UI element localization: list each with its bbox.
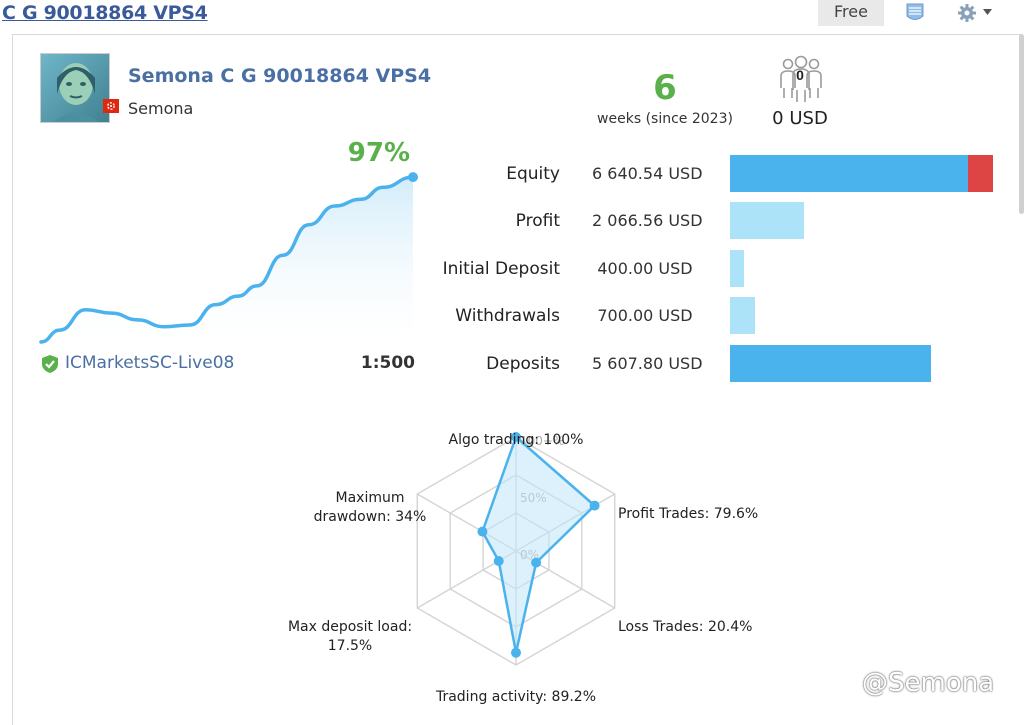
stat-value: 700.00 USD (597, 306, 693, 325)
stat-row-deposits: Deposits 5 607.80 USD (420, 344, 1020, 384)
radar-axis-label: 17.5% (328, 638, 372, 654)
free-button[interactable]: Free (818, 0, 884, 26)
country-flag-icon[interactable] (906, 3, 924, 23)
radar-axis-label: Profit Trades: 79.6% (618, 506, 758, 522)
radar-point[interactable] (511, 432, 521, 442)
growth-chart (39, 172, 418, 344)
radar-value-area (481, 435, 596, 654)
growth-area (41, 177, 413, 342)
radar-axis-label: drawdown: 34% (314, 509, 427, 525)
stat-bar[interactable] (730, 345, 931, 382)
stat-value: 6 640.54 USD (592, 164, 703, 183)
radar-axis-label: Algo trading: 100% (449, 432, 584, 448)
radar-point[interactable] (511, 647, 521, 658)
account-title[interactable]: Semona C G 90018864 VPS4 (128, 65, 432, 87)
radar-axis-label: Maximum (336, 490, 405, 506)
radar-axis-label: Max deposit load: (288, 619, 412, 635)
stat-row-equity: Equity 6 640.54 USD (420, 154, 1020, 194)
radar-point[interactable] (493, 555, 504, 566)
top-bar: C G 90018864 VPS4 Free (0, 0, 1024, 30)
chevron-down-icon[interactable] (983, 8, 992, 16)
avatar[interactable] (40, 53, 110, 123)
radar-chart: 100+%50%0%Algo trading: 100%Profit Trade… (288, 432, 758, 705)
account-owner[interactable]: Semona (128, 99, 194, 118)
watermark: @Semona (862, 668, 994, 698)
gear-icon[interactable] (957, 3, 977, 23)
radar-point[interactable] (589, 500, 600, 511)
stat-value: 400.00 USD (597, 259, 693, 278)
scrollbar-thumb[interactable] (1019, 34, 1024, 214)
leverage: 1:500 (360, 353, 415, 373)
subscribers-count: 0 (796, 67, 804, 83)
subscribers-usd: 0 USD (772, 108, 828, 129)
weeks-count: 6 (653, 68, 677, 108)
stat-bar-loss[interactable] (967, 155, 993, 192)
stat-bar[interactable] (730, 155, 968, 192)
watermark-text: @Semona (862, 668, 995, 698)
growth-line (39, 175, 415, 344)
growth-end-point[interactable] (408, 172, 418, 183)
hong-kong-flag-icon (103, 99, 119, 113)
radar-scale-label: 100+% (520, 434, 564, 448)
radar-axis-label: Loss Trades: 20.4% (618, 619, 752, 635)
stat-label: Withdrawals (455, 306, 560, 326)
signal-title-link[interactable]: C G 90018864 VPS4 (2, 2, 208, 24)
shield-check-icon (42, 355, 58, 373)
subscribers-icon (780, 55, 822, 102)
stat-label: Initial Deposit (442, 259, 560, 279)
stat-value: 5 607.80 USD (592, 354, 703, 373)
radar-axis-label: Trading activity: 89.2% (435, 689, 596, 705)
stat-bar[interactable] (730, 202, 805, 239)
stat-label: Deposits (486, 354, 560, 374)
radar-point[interactable] (531, 557, 542, 568)
stat-label: Profit (515, 211, 560, 231)
stat-label: Equity (506, 164, 560, 184)
stat-value: 2 066.56 USD (592, 211, 703, 230)
broker-server-link[interactable]: ICMarketsSC-Live08 (65, 353, 235, 373)
stat-row-initial-deposit: Initial Deposit 400.00 USD (420, 249, 1020, 289)
stat-bar[interactable] (730, 297, 756, 334)
stat-row-withdrawals: Withdrawals 700.00 USD (420, 296, 1020, 336)
avatar-image (41, 54, 109, 122)
stat-bar[interactable] (730, 250, 745, 287)
radar-point[interactable] (477, 526, 488, 537)
growth-percent: 97% (347, 138, 410, 168)
stat-row-profit: Profit 2 066.56 USD (420, 201, 1020, 241)
weeks-label: weeks (since 2023) (597, 111, 733, 127)
